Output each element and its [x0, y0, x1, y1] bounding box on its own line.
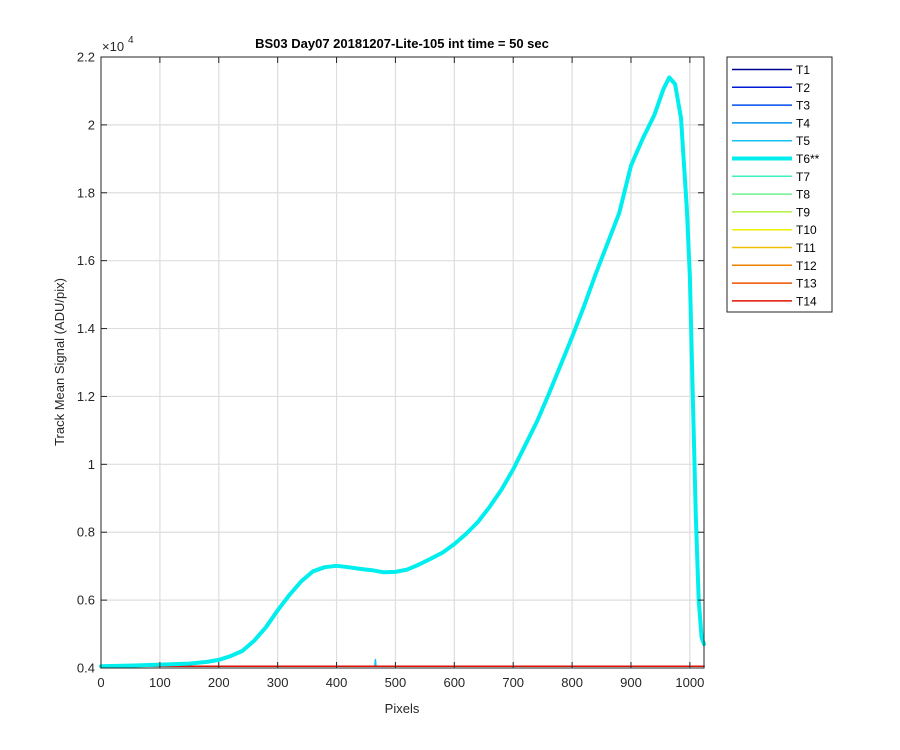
x-tick-label: 800: [561, 675, 583, 690]
legend-item[interactable]: T12: [732, 259, 817, 273]
legend-item[interactable]: T9: [732, 205, 810, 219]
x-tick-label: 500: [385, 675, 407, 690]
legend-box: [726, 56, 833, 313]
legend-item[interactable]: T13: [732, 277, 817, 291]
y-axis: 0.4 0.6 0.8 1 1.2 1.4 1.6 1.8 2 2.2: [77, 50, 704, 676]
y-tick-label: 0.4: [77, 661, 95, 676]
series-layer: [99, 75, 706, 669]
legend-item[interactable]: T4: [732, 116, 810, 130]
legend-label: T1: [796, 63, 810, 77]
y-tick-label: 0.6: [77, 593, 95, 608]
y-tick-label: 1.6: [77, 253, 95, 268]
x-tick-label: 100: [149, 675, 171, 690]
legend-label: T5: [796, 134, 810, 148]
y-tick-label: 2: [88, 117, 95, 132]
legend-item[interactable]: T10: [732, 223, 817, 237]
x-tick-label: 300: [267, 675, 289, 690]
y-tick-label: 1.4: [77, 321, 95, 336]
x-tick-label: 0: [97, 675, 104, 690]
legend-label: T10: [796, 223, 817, 237]
x-tick-label: 900: [620, 675, 642, 690]
axes-box: [100, 56, 705, 669]
legend-label: T8: [796, 188, 810, 202]
y-tick-label: 1.2: [77, 389, 95, 404]
legend-label: T2: [796, 81, 810, 95]
y-tick-label: 0.8: [77, 525, 95, 540]
y-tick-label: 1.8: [77, 185, 95, 200]
x-tick-label: 700: [502, 675, 524, 690]
x-tick-label: 1000: [675, 675, 704, 690]
legend-item[interactable]: T2: [732, 81, 810, 95]
legend-label: T13: [796, 277, 817, 291]
y-exponent-base: ×10: [102, 39, 124, 54]
legend-item[interactable]: T3: [732, 99, 810, 113]
legend-label: T11: [796, 241, 816, 255]
legend-label: T4: [796, 116, 810, 130]
legend-item[interactable]: T14: [732, 294, 817, 308]
x-axis: 0 100 200 300 400 500 600 700 800 900 1000: [97, 57, 704, 690]
legend-label: T9: [796, 205, 810, 219]
x-tick-label: 200: [208, 675, 230, 690]
legend-item[interactable]: T8: [732, 188, 810, 202]
legend-label: T7: [796, 170, 810, 184]
legend-label: T3: [796, 99, 810, 113]
y-axis-label: Track Mean Signal (ADU/pix): [52, 278, 67, 446]
series-line-t6: [99, 75, 706, 669]
chart-title: BS03 Day07 20181207-Lite-105 int time = …: [255, 36, 549, 51]
y-tick-label: 1: [88, 457, 95, 472]
legend-item[interactable]: T7: [732, 170, 810, 184]
legend-item[interactable]: T11: [732, 241, 816, 255]
x-axis-label: Pixels: [385, 701, 420, 716]
legend-item[interactable]: T5: [732, 134, 810, 148]
legend-item[interactable]: T6**: [732, 152, 820, 166]
legend-label: T6**: [796, 152, 820, 166]
y-tick-label: 2.2: [77, 50, 95, 65]
y-exponent-power: 4: [128, 35, 134, 46]
x-tick-label: 400: [326, 675, 348, 690]
x-tick-label: 600: [443, 675, 465, 690]
grid: [101, 57, 704, 668]
plot-area[interactable]: [101, 57, 704, 668]
legend-label: T14: [796, 294, 817, 308]
legend-item[interactable]: T1: [732, 63, 810, 77]
legend-label: T12: [796, 259, 817, 273]
legend[interactable]: T1 T2 T3 T4 T5 T6** T7 T8 T9 T10 T11 T12 T13 T14: [726, 56, 833, 313]
